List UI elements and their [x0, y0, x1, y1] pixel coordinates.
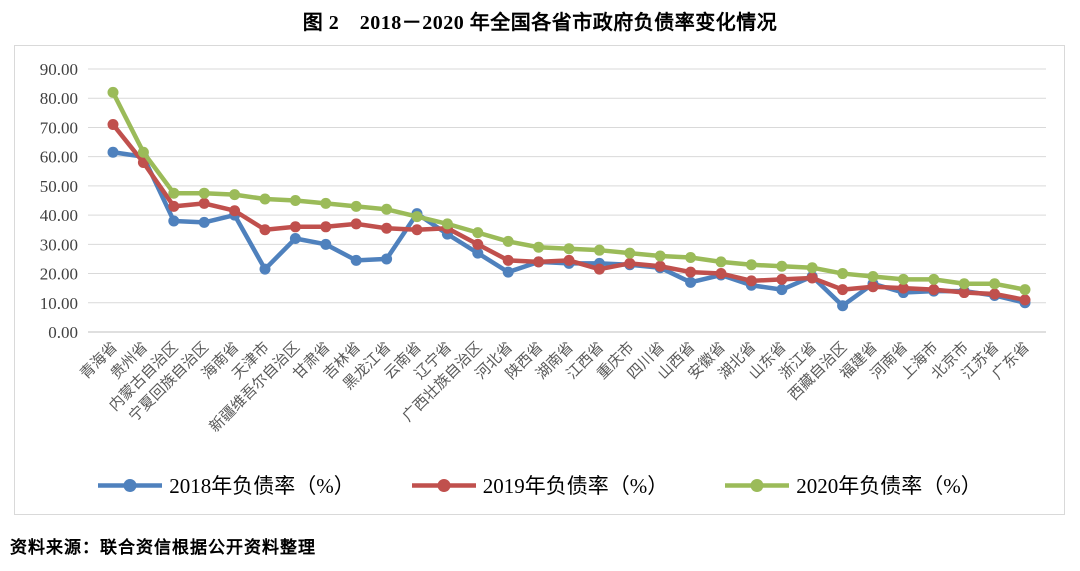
- data-point-marker: [989, 278, 1001, 290]
- data-point-marker: [654, 260, 666, 272]
- data-point-marker: [745, 259, 757, 271]
- y-axis-tick-label: 20.00: [40, 265, 78, 284]
- data-point-marker: [198, 187, 210, 199]
- legend-marker-2020-icon: [725, 478, 790, 492]
- data-point-marker: [533, 241, 545, 253]
- chart-title: 图 2 2018－2020 年全国各省市政府负债率变化情况: [302, 12, 778, 34]
- data-point-marker: [289, 221, 301, 233]
- data-point-marker: [168, 215, 180, 227]
- data-point-marker: [259, 224, 271, 236]
- legend-label-2020: 2020年负债率（%）: [796, 474, 982, 498]
- data-point-marker: [624, 257, 636, 269]
- data-point-marker: [776, 284, 788, 296]
- data-point-marker: [381, 203, 393, 215]
- data-point-marker: [837, 268, 849, 280]
- y-axis-tick-label: 60.00: [40, 148, 78, 167]
- data-point-marker: [563, 243, 575, 255]
- data-point-marker: [1019, 284, 1031, 296]
- data-point-marker: [198, 216, 210, 228]
- series-line: [110, 150, 1028, 308]
- data-point-marker: [867, 270, 879, 282]
- data-point-marker: [806, 272, 818, 284]
- data-point-marker: [897, 282, 909, 294]
- data-point-marker: [958, 287, 970, 299]
- y-axis-tick-label: 50.00: [40, 177, 78, 196]
- data-point-marker: [168, 200, 180, 212]
- y-axis-tick-label: 10.00: [40, 294, 78, 313]
- y-axis-tick-label: 90.00: [40, 60, 78, 79]
- data-point-marker: [685, 276, 697, 288]
- data-point-marker: [320, 221, 332, 233]
- legend-label-2019: 2019年负债率（%）: [482, 474, 669, 498]
- data-point-marker: [320, 238, 332, 250]
- data-point-marker: [776, 260, 788, 272]
- data-point-marker: [897, 273, 909, 285]
- data-point-marker: [928, 273, 940, 285]
- y-axis-tick-label: 80.00: [40, 89, 78, 108]
- data-point-marker: [350, 254, 362, 266]
- data-point-marker: [685, 266, 697, 278]
- data-point-marker: [533, 256, 545, 268]
- data-point-marker: [837, 300, 849, 312]
- data-point-marker: [289, 195, 301, 206]
- data-point-marker: [1019, 294, 1031, 306]
- legend-label-2018: 2018年负债率（%）: [169, 474, 355, 498]
- data-point-marker: [593, 244, 605, 256]
- y-axis-tick-label: 30.00: [40, 235, 78, 254]
- data-point-marker: [776, 273, 788, 285]
- data-point-marker: [624, 247, 636, 259]
- data-point-marker: [107, 119, 119, 131]
- data-point-marker: [502, 235, 514, 247]
- data-point-marker: [715, 268, 727, 280]
- data-point-marker: [229, 189, 241, 201]
- data-point-marker: [472, 238, 484, 250]
- data-point-marker: [502, 254, 514, 266]
- y-axis-tick-label: 0.00: [48, 323, 78, 342]
- data-point-marker: [958, 278, 970, 290]
- data-point-marker: [137, 146, 149, 158]
- source-note: 资料来源：联合资信根据公开资料整理: [10, 538, 316, 557]
- data-point-marker: [472, 247, 484, 259]
- data-point-marker: [715, 256, 727, 268]
- legend-item-2020: 2020年负债率（%）: [724, 470, 982, 500]
- data-point-marker: [259, 193, 271, 205]
- y-axis-tick-label: 70.00: [40, 118, 78, 137]
- data-point-marker: [989, 288, 1001, 300]
- chart-legend: 2018年负债率（%） 2019年负债率（%） 2020年负债率（%）: [15, 470, 1064, 500]
- data-point-marker: [320, 197, 332, 209]
- data-point-marker: [837, 284, 849, 296]
- data-point-marker: [593, 263, 605, 275]
- debt-ratio-line-chart: 90.00 80.00 70.00 60.00 50.00 40.00 30.00 20.00…: [40, 60, 1046, 436]
- data-point-marker: [441, 218, 453, 230]
- data-point-marker: [350, 200, 362, 212]
- data-point-marker: [502, 266, 514, 278]
- legend-marker-2019-icon: [411, 478, 476, 492]
- data-point-marker: [685, 251, 697, 263]
- legend-item-2019: 2019年负债率（%）: [411, 470, 669, 500]
- data-point-marker: [806, 262, 818, 274]
- legend-item-2018: 2018年负债率（%）: [97, 470, 355, 500]
- data-point-marker: [350, 218, 362, 230]
- data-point-marker: [867, 281, 879, 293]
- data-point-marker: [381, 222, 393, 234]
- data-point-marker: [259, 263, 271, 275]
- data-point-marker: [928, 284, 940, 296]
- data-point-marker: [107, 86, 119, 98]
- data-point-marker: [381, 253, 393, 265]
- legend-marker-2018-icon: [98, 478, 163, 492]
- data-point-marker: [411, 211, 423, 223]
- data-point-marker: [229, 205, 241, 217]
- data-point-marker: [654, 250, 666, 262]
- data-point-marker: [411, 224, 423, 236]
- y-axis-tick-label: 40.00: [40, 206, 78, 225]
- data-point-marker: [289, 232, 301, 244]
- data-point-marker: [745, 275, 757, 287]
- data-point-marker: [137, 157, 149, 169]
- data-point-marker: [563, 254, 575, 266]
- data-point-marker: [107, 146, 119, 158]
- data-point-marker: [168, 187, 180, 199]
- chart-frame: 90.00 80.00 70.00 60.00 50.00 40.00 30.00 20.00…: [14, 45, 1065, 515]
- data-point-marker: [198, 197, 210, 209]
- data-point-marker: [472, 227, 484, 239]
